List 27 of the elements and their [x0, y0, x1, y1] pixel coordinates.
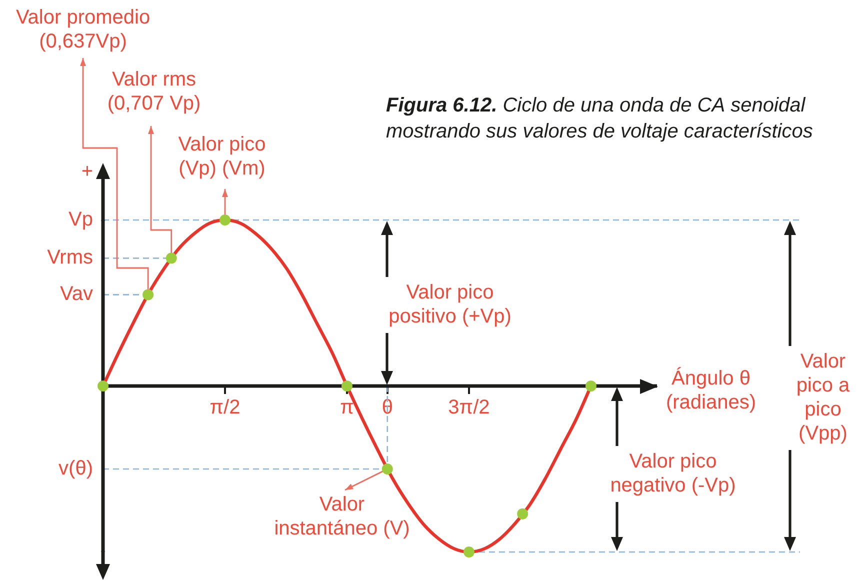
x-tick-label: π/2: [210, 396, 240, 419]
annotation: v(θ): [58, 458, 93, 480]
text: +: [81, 160, 93, 183]
x-tick-label: π: [340, 396, 354, 419]
text: Valor pico a pico (Vpp): [796, 350, 851, 445]
point: [463, 546, 474, 558]
point: [585, 380, 596, 392]
point: [98, 380, 108, 392]
annotation: Valor pico positivo (+Vp): [388, 282, 512, 328]
annotation: Vp: [68, 208, 93, 231]
annotation: Vav: [60, 283, 93, 306]
chart-title: Figura 6.12. Ciclo de una onda de CA senoidal mostrando sus valores de voltaje característicos: [386, 94, 813, 143]
point: [166, 252, 177, 264]
annotation: Valor promedio (0,637Vp): [16, 6, 150, 53]
annotation: Valor instantáneo (V): [274, 494, 410, 540]
point: [219, 214, 230, 226]
point: [142, 289, 154, 300]
annotation: Valor pico negativo (-Vp): [610, 450, 736, 497]
annotation: Valor pico (Vp) (Vm): [178, 134, 266, 180]
x-axis-title: Ángulo θ (radianes): [666, 366, 756, 414]
x-tick-label: θ: [382, 396, 393, 419]
point: [341, 380, 352, 392]
point: [382, 464, 393, 474]
annotation: Vrms: [47, 246, 93, 269]
point: [517, 508, 528, 520]
x-tick-label: 3π/2: [448, 396, 490, 419]
annotation: Valor rms (0,707 Vp): [107, 68, 201, 115]
